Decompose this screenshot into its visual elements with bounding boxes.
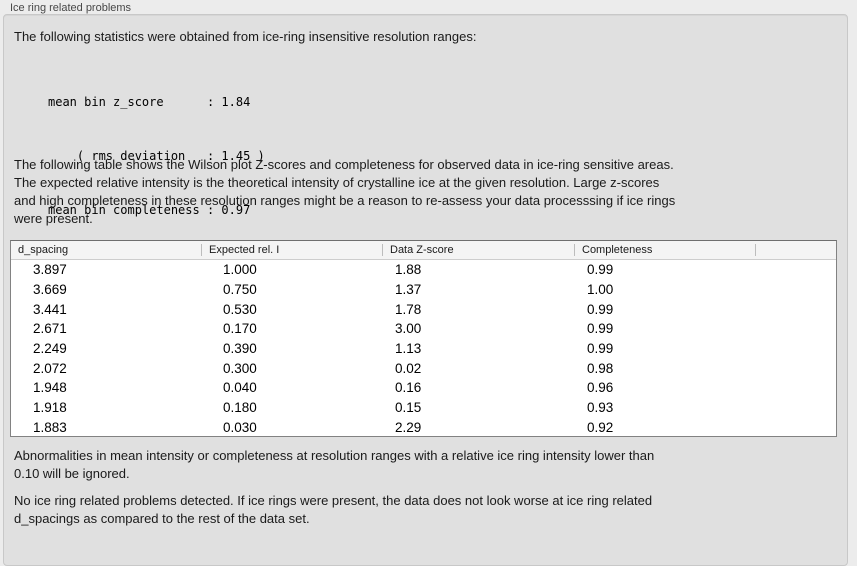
ice-ring-table: d_spacing Expected rel. I Data Z-score C…: [10, 240, 837, 437]
table-cell: 0.98: [587, 360, 614, 376]
table-cell: 1.00: [587, 281, 614, 297]
table-cell: 1.883: [33, 419, 67, 435]
table-header-row: d_spacing Expected rel. I Data Z-score C…: [11, 241, 836, 260]
groupbox-title: Ice ring related problems: [10, 2, 132, 14]
stat-mean-bin-completeness: mean bin completeness : 0.97: [48, 203, 251, 217]
table-cell: 1.78: [395, 301, 422, 317]
stat-mean-bin-z-score: mean bin z_score : 1.84: [48, 95, 251, 109]
table-cell: 0.170: [223, 321, 257, 337]
ice-ring-panel: The following statistics were obtained f…: [3, 14, 848, 566]
column-header-expected-rel-i[interactable]: Expected rel. I: [202, 241, 383, 259]
table-cell: 1.918: [33, 399, 67, 415]
table-cell: 1.000: [223, 262, 257, 278]
table-cell: 0.92: [587, 419, 614, 435]
table-row[interactable]: 2.072 0.300 0.02 0.98: [11, 358, 836, 378]
table-cell: 0.02: [395, 360, 422, 376]
table-cell: 0.530: [223, 301, 257, 317]
table-cell: 0.96: [587, 380, 614, 396]
table-row[interactable]: 3.441 0.530 1.78 0.99: [11, 299, 836, 319]
table-cell: 2.249: [33, 340, 67, 356]
column-header-data-z-score[interactable]: Data Z-score: [383, 241, 575, 259]
table-row[interactable]: 1.918 0.180 0.15 0.93: [11, 398, 836, 418]
table-row[interactable]: 2.671 0.170 3.00 0.99: [11, 319, 836, 339]
table-cell: 0.750: [223, 281, 257, 297]
table-cell: 2.671: [33, 321, 67, 337]
column-header-completeness[interactable]: Completeness: [575, 241, 756, 259]
table-row[interactable]: 1.948 0.040 0.16 0.96: [11, 378, 836, 398]
table-cell: 0.030: [223, 419, 257, 435]
table-cell: 3.669: [33, 281, 67, 297]
table-body: 3.897 1.000 1.88 0.99 3.669 0.750 1.37 1.00 3.44…: [11, 260, 836, 437]
table-row[interactable]: 1.883 0.030 2.29 0.92: [11, 417, 836, 437]
column-header-filler: [756, 241, 836, 259]
table-cell: 1.88: [395, 262, 422, 278]
stat-z-score-rms-deviation: ( rms deviation : 1.45 ): [48, 149, 265, 163]
table-cell: 0.99: [587, 340, 614, 356]
table-cell: 0.15: [395, 399, 422, 415]
table-cell: 0.180: [223, 399, 257, 415]
table-cell: 1.13: [395, 340, 422, 356]
table-cell: 0.040: [223, 380, 257, 396]
table-cell: 0.93: [587, 399, 614, 415]
column-header-d-spacing[interactable]: d_spacing: [11, 241, 202, 259]
table-cell: 1.948: [33, 380, 67, 396]
conclusion-text: No ice ring related problems detected. I…: [14, 493, 653, 526]
table-description-text: The following table shows the Wilson plo…: [14, 157, 676, 226]
ignore-note-text: Abnormalities in mean intensity or compl…: [14, 448, 655, 481]
table-cell: 3.441: [33, 301, 67, 317]
table-cell: 3.00: [395, 321, 422, 337]
table-cell: 2.29: [395, 419, 422, 435]
table-row[interactable]: 2.249 0.390 1.13 0.99: [11, 339, 836, 359]
table-cell: 0.300: [223, 360, 257, 376]
table-cell: 0.99: [587, 321, 614, 337]
table-row[interactable]: 3.669 0.750 1.37 1.00: [11, 280, 836, 300]
table-cell: 0.390: [223, 340, 257, 356]
table-cell: 3.897: [33, 262, 67, 278]
table-cell: 1.37: [395, 281, 422, 297]
intro-text: The following statistics were obtained f…: [14, 29, 477, 44]
table-cell: 0.16: [395, 380, 422, 396]
table-row[interactable]: 3.897 1.000 1.88 0.99: [11, 260, 836, 280]
table-cell: 0.99: [587, 262, 614, 278]
table-cell: 2.072: [33, 360, 67, 376]
table-cell: 0.99: [587, 301, 614, 317]
